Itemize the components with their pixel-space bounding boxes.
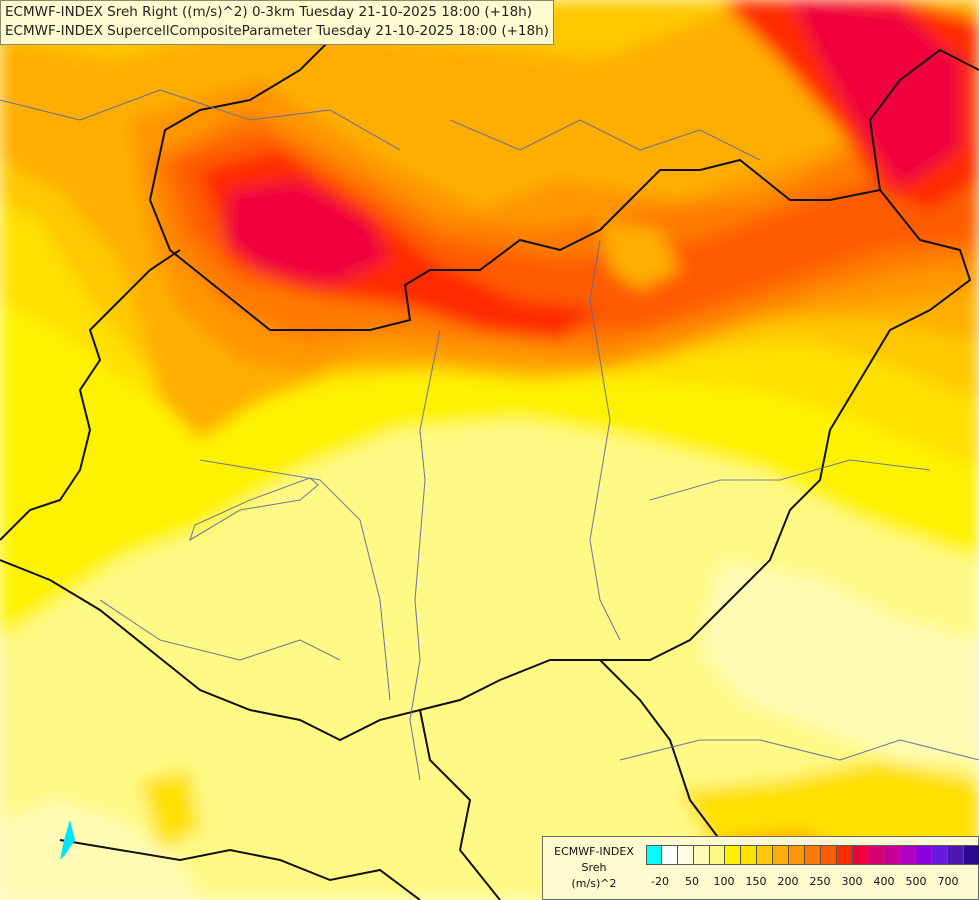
- legend-tick-label: 250: [809, 875, 831, 888]
- legend-swatch: [741, 845, 758, 865]
- legend-source: ECMWF-INDEX: [554, 845, 634, 858]
- legend-ticks: -20 50 100 150 200 250 300 400 500 700: [646, 875, 972, 889]
- color-legend: ECMWF-INDEX Sreh (m/s)^2 -20 50 100 150 200 2…: [542, 836, 979, 900]
- legend-swatch: [947, 845, 964, 865]
- map-title-box: ECMWF-INDEX Sreh Right ((m/s)^2) 0-3km T…: [0, 0, 554, 45]
- title-line-2: ECMWF-INDEX SupercellCompositeParameter …: [5, 23, 549, 39]
- legend-swatch: [932, 845, 948, 865]
- rivers: [0, 89, 979, 781]
- title-line-1: ECMWF-INDEX Sreh Right ((m/s)^2) 0-3km T…: [5, 4, 532, 20]
- legend-tick-label: 100: [713, 875, 735, 888]
- legend-swatch: [757, 845, 774, 865]
- legend-swatch: [789, 845, 805, 865]
- legend-swatch: [852, 845, 869, 865]
- legend-swatch: [884, 845, 901, 865]
- legend-tick-label: 500: [905, 875, 927, 888]
- legend-swatch: [661, 845, 678, 865]
- legend-tick-label: 300: [841, 875, 863, 888]
- legend-swatch: [963, 845, 979, 865]
- legend-swatch: [836, 845, 853, 865]
- legend-units: (m/s)^2: [571, 877, 617, 890]
- legend-swatch: [773, 845, 790, 865]
- legend-swatch: [804, 845, 821, 865]
- legend-tick-label: 700: [937, 875, 959, 888]
- legend-swatch: [693, 845, 710, 865]
- legend-swatch: [677, 845, 694, 865]
- legend-swatch: [900, 845, 917, 865]
- legend-tick-label: 200: [777, 875, 799, 888]
- legend-swatches: [646, 845, 979, 865]
- legend-swatch: [646, 845, 662, 865]
- lake-balaton: [60, 820, 75, 860]
- legend-swatch: [709, 845, 726, 865]
- legend-swatch: [868, 845, 885, 865]
- legend-swatch: [725, 845, 742, 865]
- legend-tick-label: 50: [685, 875, 699, 888]
- legend-param: Sreh: [581, 861, 607, 874]
- legend-tick-label: 400: [873, 875, 895, 888]
- legend-swatch: [916, 845, 933, 865]
- legend-tick-label: -20: [651, 875, 669, 888]
- legend-swatch: [820, 845, 837, 865]
- legend-tick-label: 150: [745, 875, 767, 888]
